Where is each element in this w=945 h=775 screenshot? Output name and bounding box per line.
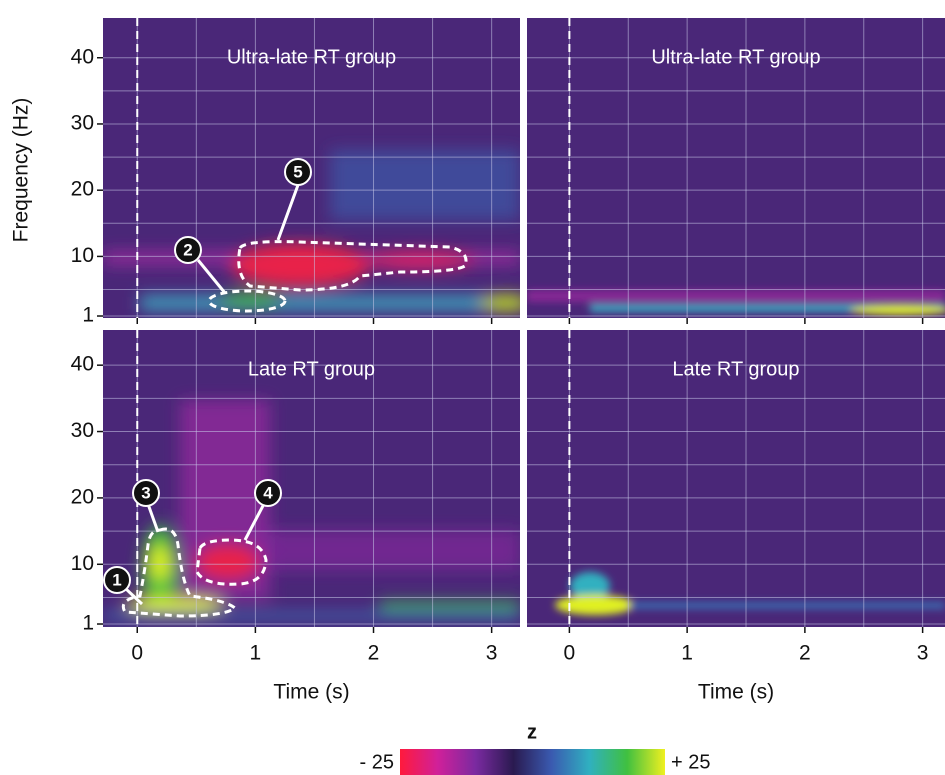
- annotation: 2: [183, 240, 192, 259]
- annotation-marker: [132, 479, 160, 507]
- panel-title: Late RT group: [248, 358, 375, 380]
- colorbar-scale: [400, 749, 665, 775]
- annotations: 5 2 3 4 1: [103, 158, 312, 606]
- heatmap-texture: [103, 150, 520, 311]
- colorbar-tick-label: + 25: [671, 751, 710, 773]
- colorbar-label: z: [527, 721, 537, 743]
- annotation-marker: [174, 236, 202, 264]
- x-tick-label: 1: [250, 642, 262, 665]
- y-tick-label: 30: [71, 419, 94, 442]
- annotation-marker: [284, 158, 312, 186]
- x-axis-label: Time (s): [698, 681, 774, 704]
- y-tick-label: 20: [71, 178, 94, 201]
- x-tick-label: 3: [486, 642, 498, 665]
- y-tick-label: 40: [71, 353, 94, 376]
- y-tick-label: 1: [82, 304, 94, 327]
- y-axis-label: Frequency (Hz): [10, 98, 33, 243]
- y-tick-label: 30: [71, 112, 94, 135]
- y-tick-label: 20: [71, 485, 94, 508]
- x-axis-label: Time (s): [273, 681, 349, 704]
- heatmap-texture: [555, 572, 945, 615]
- contours: [121, 240, 468, 618]
- y-tick-label: 40: [71, 45, 94, 68]
- panel-title: Ultra-late RT group: [651, 46, 820, 68]
- x-tick-label: 0: [131, 642, 143, 665]
- heatmap-texture: [527, 290, 945, 315]
- panel-title: Ultra-late RT group: [227, 46, 396, 68]
- y-tick-label: 1: [82, 612, 94, 635]
- annotation-marker: [103, 566, 131, 594]
- colorbar: - 25 + 25: [360, 749, 710, 775]
- heatmap-texture: [103, 400, 520, 620]
- annotation: 1: [112, 570, 121, 589]
- x-tick-label: 0: [564, 642, 576, 665]
- colorbar-tick-label: - 25: [360, 751, 394, 773]
- y-tick-label: 10: [71, 244, 94, 267]
- annotation: 3: [141, 483, 150, 502]
- y-tick-label: 10: [71, 552, 94, 575]
- annotation: 4: [263, 483, 273, 502]
- annotation-marker: [254, 479, 282, 507]
- annotation: 5: [293, 162, 302, 181]
- x-tick-label: 3: [917, 642, 929, 665]
- x-tick-label: 1: [681, 642, 693, 665]
- x-tick-label: 2: [368, 642, 380, 665]
- panel-title: Late RT group: [672, 358, 799, 380]
- x-tick-label: 2: [799, 642, 811, 665]
